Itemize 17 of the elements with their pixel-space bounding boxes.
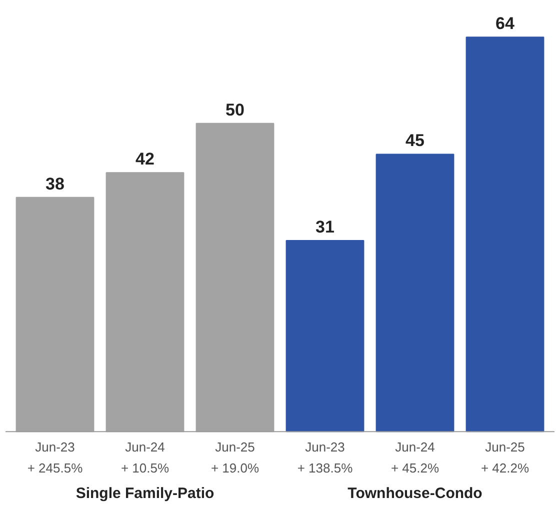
text: Townhouse-Condo [348, 484, 482, 502]
text: Single Family-Patio [76, 484, 214, 502]
data-label: 50 [226, 100, 244, 120]
bar [376, 154, 454, 432]
data-label: 31 [316, 217, 334, 236]
x-tick-label: Jun-24 + 45.2% [390, 439, 440, 476]
data-label: 42 [136, 150, 154, 169]
bar [466, 36, 544, 432]
x-tick-label: Jun-25 + 42.2% [480, 439, 530, 476]
x-tick-label: Jun-23 + 245.5% [27, 439, 84, 476]
x-tick-label: Jun-25 + 19.0% [210, 439, 260, 476]
data-label: 38 [46, 174, 64, 194]
data-label: 45 [406, 131, 424, 150]
bar [286, 240, 364, 432]
data-label: 64 [496, 14, 515, 34]
x-tick-label: Jun-23 + 138.5% [297, 439, 354, 476]
x-tick-label: Jun-24 + 10.5% [120, 439, 170, 476]
